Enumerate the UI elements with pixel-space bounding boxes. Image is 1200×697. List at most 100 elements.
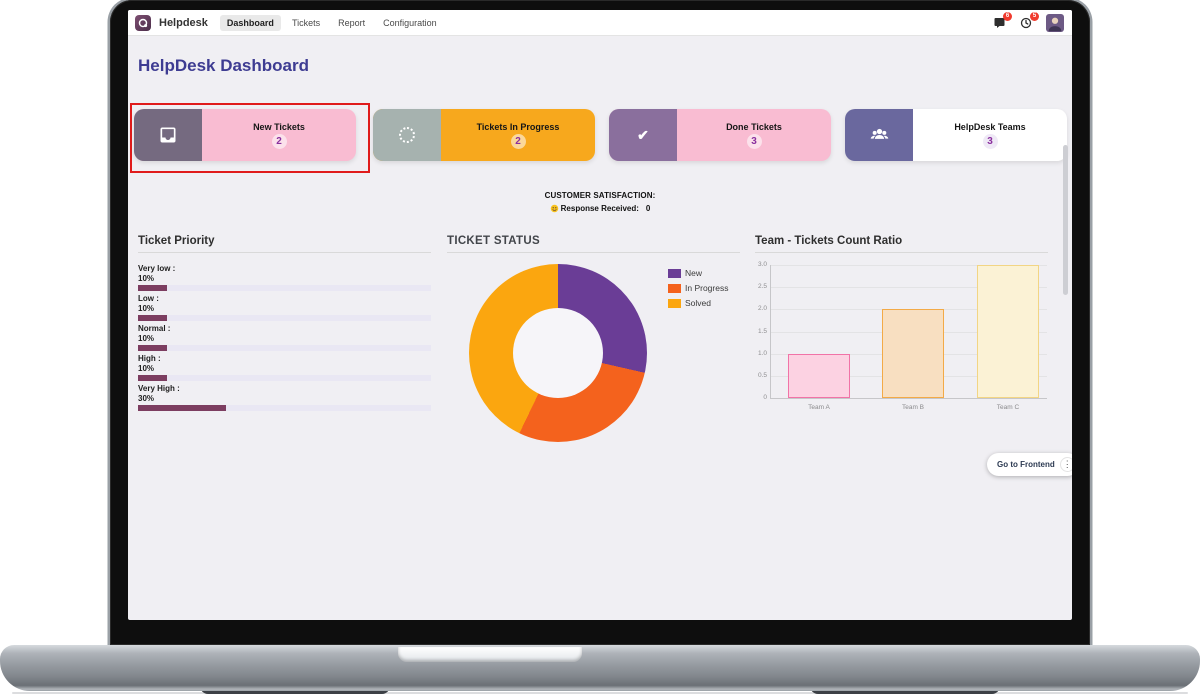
priority-item: Very High :30%	[138, 384, 431, 414]
bar-team-a[interactable]	[788, 353, 850, 398]
priority-label: High :	[138, 354, 161, 363]
stat-card-4[interactable]: HelpDesk Teams 3	[845, 109, 1067, 161]
stat-card-body: Done Tickets 3	[677, 109, 831, 161]
activities-icon[interactable]: 5	[1019, 11, 1039, 30]
priority-label: Low :	[138, 294, 159, 303]
gridline	[770, 265, 1047, 266]
y-axis-tick: 1.5	[757, 327, 767, 335]
stat-card-1[interactable]: New Tickets 2	[134, 109, 356, 161]
stat-card-3[interactable]: ✔ Done Tickets 3	[609, 109, 831, 161]
stat-card-label: New Tickets	[253, 121, 305, 132]
kebab-menu-icon[interactable]: ⋮	[1059, 457, 1072, 472]
spinner-icon	[373, 109, 441, 161]
nav-item-tickets[interactable]: Tickets	[291, 17, 321, 28]
y-axis-tick: 0.5	[757, 371, 767, 379]
y-axis-tick: 3.0	[757, 261, 767, 268]
priority-bar-track	[138, 375, 431, 381]
ticket-status-panel: TICKET STATUS New In Progress Solved	[447, 235, 740, 450]
stat-card-body: HelpDesk Teams 3	[913, 109, 1067, 161]
messages-icon[interactable]: 6	[992, 11, 1012, 30]
stat-card-label: Tickets In Progress	[476, 121, 560, 132]
priority-bar-track	[138, 345, 431, 351]
y-axis-line	[770, 265, 771, 398]
activities-badge: 5	[1030, 11, 1039, 21]
stat-card-body: New Tickets 2	[202, 109, 356, 161]
priority-item: Very low :10%	[138, 264, 431, 294]
legend-label: In Progress	[685, 283, 729, 293]
smiley-icon	[550, 204, 559, 213]
satisfaction-label: Response Received:	[560, 204, 639, 213]
bar-team-c[interactable]	[977, 265, 1039, 398]
nav-item-dashboard[interactable]: Dashboard	[219, 14, 281, 31]
x-axis-label: Team C	[996, 404, 1020, 411]
legend-swatch	[668, 268, 681, 278]
team-bar-chart: 3.0 2.5 2.0 1.5 1.0 0.5 0 Team A Team B Team C	[755, 235, 1048, 425]
priority-percent: 10%	[138, 364, 155, 373]
priority-bar-fill	[138, 405, 226, 411]
priority-bar-track	[138, 405, 431, 411]
legend-label: New	[685, 268, 703, 278]
legend-label: Solved	[685, 298, 711, 308]
messages-badge: 6	[1003, 11, 1012, 21]
bar-team-b[interactable]	[882, 309, 944, 398]
priority-item: High :10%	[138, 354, 431, 384]
y-axis-tick: 2.5	[757, 283, 767, 291]
stat-card-2[interactable]: Tickets In Progress 2	[373, 109, 595, 161]
legend-swatch	[668, 298, 681, 308]
priority-bar-fill	[138, 315, 168, 321]
x-axis-label: Team A	[808, 404, 830, 411]
y-axis-tick: 0	[763, 394, 767, 401]
stat-card-count: 2	[510, 133, 526, 149]
stat-card-label: Done Tickets	[726, 121, 782, 132]
team-ratio-panel: Team - Tickets Count Ratio 3.0 2.5 2.0 1.5 1…	[755, 235, 1048, 425]
screen: Helpdesk Dashboard Tickets Report Configura…	[128, 10, 1072, 620]
trackpad-notch	[398, 647, 582, 662]
priority-bar-track	[138, 285, 431, 291]
stat-card-body: Tickets In Progress 2	[441, 109, 595, 161]
ticket-priority-panel: Ticket Priority Very low :10% Low :10% Nor…	[138, 235, 431, 421]
go-to-frontend-button[interactable]: Go to Frontend ⋮	[987, 453, 1072, 476]
priority-label: Very low :	[138, 264, 176, 273]
go-to-frontend-label: Go to Frontend	[997, 460, 1055, 469]
nav-item-configuration[interactable]: Configuration	[383, 17, 437, 28]
page-title: HelpDesk Dashboard	[138, 56, 309, 75]
customer-satisfaction: CUSTOMER SATISFACTION: Response Received…	[128, 191, 1072, 218]
nav-item-report[interactable]: Report	[338, 17, 366, 28]
app-brand[interactable]: Helpdesk	[159, 16, 208, 29]
y-axis-tick: 2.0	[757, 305, 767, 313]
legend-item-in-progress[interactable]: In Progress	[668, 283, 728, 293]
navbar: Helpdesk Dashboard Tickets Report Configura…	[128, 10, 1072, 36]
helpdesk-app-icon[interactable]	[135, 14, 151, 31]
priority-label: Very High :	[138, 384, 180, 393]
satisfaction-value: 0	[645, 204, 651, 213]
user-avatar[interactable]	[1046, 13, 1064, 32]
priority-percent: 10%	[138, 304, 155, 313]
donut-hole	[513, 308, 603, 398]
priority-bar-fill	[138, 345, 168, 351]
stat-card-count: 2	[271, 133, 287, 149]
divider	[447, 252, 740, 253]
inbox-icon	[134, 109, 202, 161]
legend-item-new[interactable]: New	[668, 268, 728, 278]
legend-item-solved[interactable]: Solved	[668, 298, 728, 308]
chart-legend: New In Progress Solved	[668, 268, 728, 313]
laptop-base	[0, 645, 1200, 691]
y-axis-tick: 1.0	[757, 349, 767, 357]
priority-bar-track	[138, 315, 431, 321]
satisfaction-title: CUSTOMER SATISFACTION:	[544, 191, 656, 200]
panel-title-team: Team - Tickets Count Ratio	[755, 235, 903, 247]
users-icon	[845, 109, 913, 161]
navbar-systray: 6 5	[992, 11, 1066, 32]
ticket-status-donut[interactable]	[469, 264, 647, 442]
priority-bar-fill	[138, 375, 168, 381]
divider	[755, 252, 1048, 253]
priority-percent: 10%	[138, 274, 155, 283]
desk-shadow	[12, 692, 1188, 694]
priority-percent: 10%	[138, 334, 155, 343]
priority-item: Low :10%	[138, 294, 431, 324]
laptop-bezel: Helpdesk Dashboard Tickets Report Configura…	[110, 0, 1090, 645]
gridline	[770, 287, 1047, 289]
scrollbar-thumb[interactable]	[1063, 145, 1068, 295]
check-icon: ✔	[609, 109, 677, 161]
